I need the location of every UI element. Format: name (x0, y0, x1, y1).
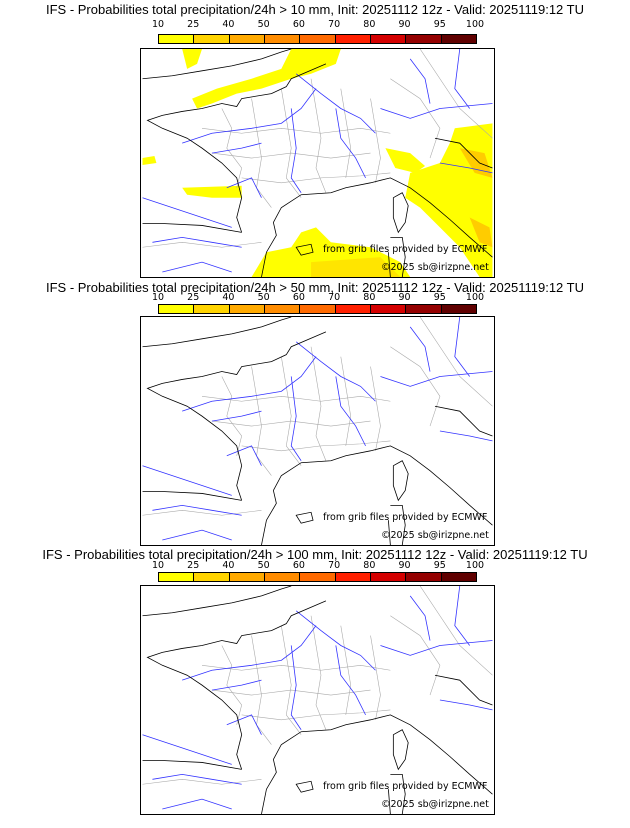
colorbar-tick-label: 70 (328, 292, 341, 303)
colorbar (158, 34, 477, 44)
source-credit: from grib files provided by ECMWF (323, 512, 488, 523)
colorbar-tick-label: 80 (363, 560, 376, 571)
colorbar-tick-label: 100 (465, 292, 485, 303)
colorbar-swatch (194, 35, 230, 43)
rivers (142, 49, 493, 273)
admin-borders (142, 317, 493, 516)
colorbar-swatch (441, 305, 476, 313)
colorbar-tick-label: 95 (433, 560, 446, 571)
copyright-credit: ©2025 sb@irizpne.net (381, 530, 489, 541)
colorbar-tick-label: 60 (292, 560, 305, 571)
colorbar-tick-label: 90 (398, 560, 411, 571)
source-credit: from grib files provided by ECMWF (323, 244, 488, 255)
colorbar-swatch (264, 35, 301, 43)
colorbar-tick-label: 50 (257, 560, 270, 571)
colorbar-tick-label: 100 (465, 19, 485, 30)
admin-borders (142, 586, 493, 785)
coastlines (142, 317, 493, 545)
colorbar-tick-label: 70 (328, 19, 341, 30)
colorbar-swatch (441, 573, 476, 581)
source-credit: from grib files provided by ECMWF (323, 781, 488, 792)
map-base (142, 317, 493, 545)
colorbar-swatch (335, 573, 371, 581)
colorbar-tick-label: 90 (398, 19, 411, 30)
precipitation-map: from grib files provided by ECMWF ©2025 s… (140, 316, 495, 546)
colorbar-tick-label: 10 (151, 560, 165, 571)
rivers (142, 586, 493, 810)
colorbar-swatch (370, 573, 407, 581)
panel-title: IFS - Probabilities total precipitation/… (42, 547, 588, 562)
panel-title: IFS - Probabilities total precipitation/… (45, 2, 584, 17)
colorbar-swatch (406, 305, 442, 313)
colorbar-swatch (370, 35, 407, 43)
colorbar-swatch (370, 305, 407, 313)
colorbar-swatch (194, 305, 230, 313)
colorbar-swatch (229, 35, 265, 43)
coastlines (142, 49, 493, 277)
colorbar-tick-label: 70 (328, 560, 341, 571)
colorbar-tick-label: 60 (292, 292, 305, 303)
precipitation-map: from grib files provided by ECMWF ©2025 s… (140, 48, 495, 278)
rivers (142, 317, 493, 541)
colorbar (158, 304, 477, 314)
colorbar-swatch (194, 573, 230, 581)
admin-borders (142, 49, 493, 248)
colorbar-tick-label: 40 (222, 292, 235, 303)
colorbar (158, 572, 477, 582)
colorbar-swatch (335, 305, 371, 313)
colorbar-swatch (441, 35, 476, 43)
colorbar-tick-label: 100 (465, 560, 485, 571)
colorbar-swatch (335, 35, 371, 43)
colorbar-tick-label: 60 (292, 19, 305, 30)
copyright-credit: ©2025 sb@irizpne.net (381, 262, 489, 273)
colorbar-tick-label: 10 (151, 19, 165, 30)
colorbar-swatch (300, 305, 336, 313)
colorbar-swatch (300, 35, 336, 43)
colorbar-tick-label: 90 (398, 292, 411, 303)
colorbar-tick-label: 25 (187, 19, 200, 30)
colorbar-swatch (159, 573, 195, 581)
colorbar-tick-label: 40 (222, 560, 235, 571)
colorbar-swatch (229, 573, 265, 581)
colorbar-tick-label: 25 (187, 560, 200, 571)
colorbar-swatch (406, 573, 442, 581)
colorbar-tick-label: 80 (363, 19, 376, 30)
colorbar-tick-label: 50 (257, 19, 270, 30)
map-base (142, 49, 493, 277)
precipitation-map: from grib files provided by ECMWF ©2025 s… (140, 585, 495, 815)
colorbar-tick-label: 25 (187, 292, 200, 303)
colorbar-swatch (300, 573, 336, 581)
colorbar-swatch (264, 573, 301, 581)
colorbar-tick-label: 95 (433, 292, 446, 303)
colorbar-tick-label: 50 (257, 292, 270, 303)
panel-title: IFS - Probabilities total precipitation/… (45, 280, 584, 295)
colorbar-tick-label: 95 (433, 19, 446, 30)
colorbar-swatch (159, 305, 195, 313)
colorbar-tick-label: 80 (363, 292, 376, 303)
colorbar-swatch (229, 305, 265, 313)
colorbar-swatch (406, 35, 442, 43)
colorbar-tick-label: 10 (151, 292, 165, 303)
coastlines (142, 586, 493, 814)
copyright-credit: ©2025 sb@irizpne.net (381, 799, 489, 810)
colorbar-swatch (159, 35, 195, 43)
colorbar-tick-label: 40 (222, 19, 235, 30)
map-base (142, 586, 493, 814)
colorbar-swatch (264, 305, 301, 313)
